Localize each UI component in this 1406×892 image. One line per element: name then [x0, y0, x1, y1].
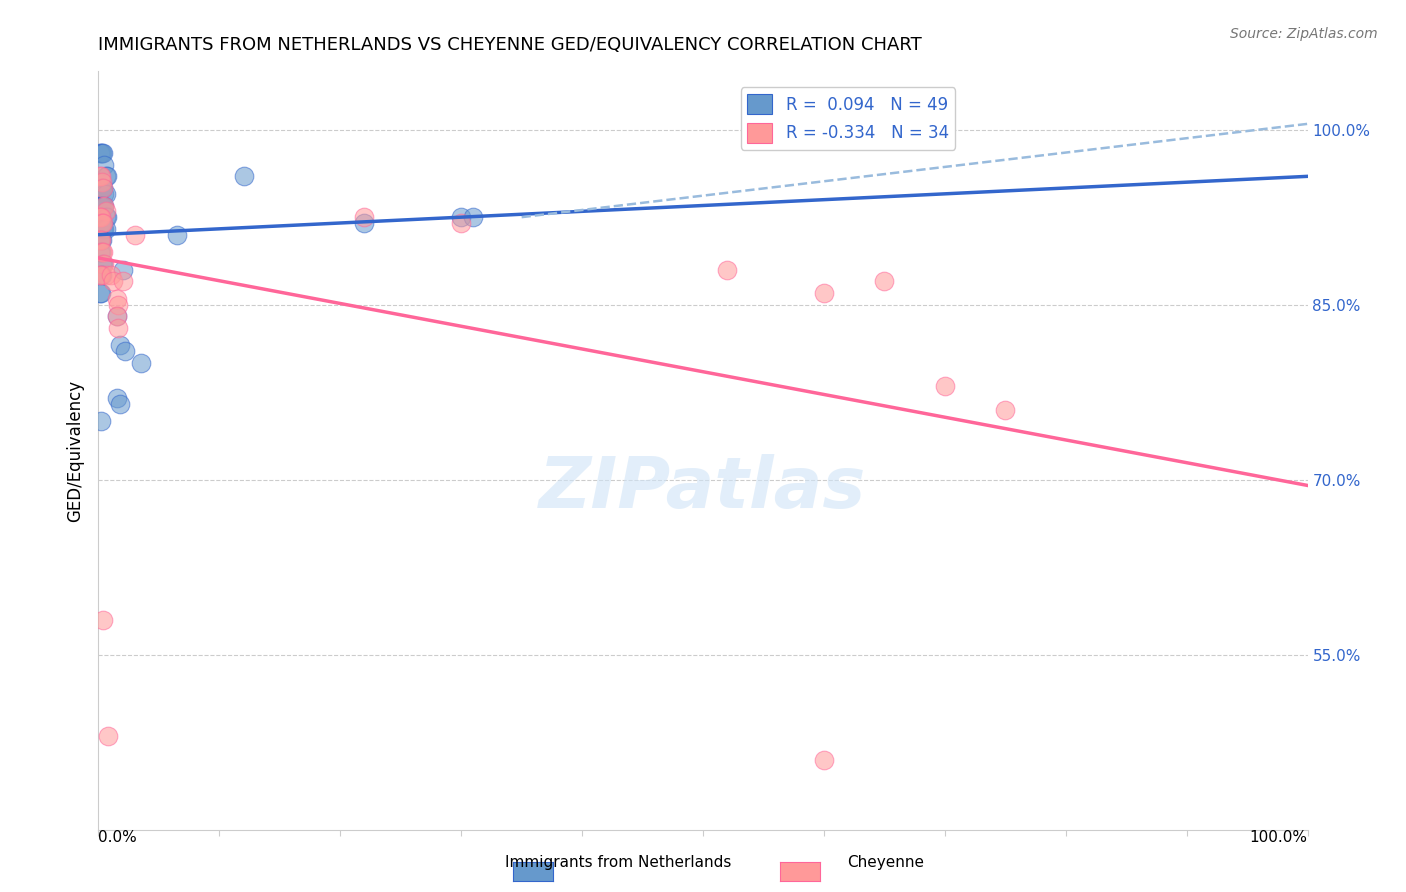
- Point: [97, 729, 120, 743]
- Point: [108, 338, 131, 352]
- Point: [91, 245, 114, 260]
- Point: [93, 186, 115, 201]
- Point: [232, 169, 254, 184]
- Point: [93, 198, 115, 212]
- Point: [94, 268, 117, 283]
- Point: [91, 257, 114, 271]
- Point: [89, 268, 111, 283]
- Point: [111, 262, 134, 277]
- Point: [129, 356, 152, 370]
- Point: [96, 169, 118, 184]
- Point: [91, 613, 114, 627]
- Point: [89, 216, 111, 230]
- Point: [716, 262, 738, 277]
- Point: [91, 181, 114, 195]
- Point: [93, 158, 115, 172]
- Point: [91, 181, 114, 195]
- Point: [353, 216, 375, 230]
- Point: [166, 227, 188, 242]
- Point: [90, 268, 112, 283]
- Point: [463, 210, 485, 224]
- Point: [105, 391, 128, 405]
- Point: [93, 198, 115, 212]
- Point: [90, 234, 112, 248]
- Point: [90, 169, 112, 184]
- Point: [91, 198, 114, 212]
- Point: [91, 234, 114, 248]
- Point: [90, 198, 112, 212]
- Point: [813, 753, 835, 767]
- Point: [90, 181, 112, 195]
- Point: [94, 169, 117, 184]
- Text: IMMIGRANTS FROM NETHERLANDS VS CHEYENNE GED/EQUIVALENCY CORRELATION CHART: IMMIGRANTS FROM NETHERLANDS VS CHEYENNE …: [98, 36, 922, 54]
- Point: [108, 397, 131, 411]
- Point: [90, 234, 112, 248]
- Point: [89, 245, 111, 260]
- Point: [105, 310, 128, 324]
- Text: ZIPatlas: ZIPatlas: [540, 454, 866, 523]
- Point: [89, 234, 111, 248]
- Text: Immigrants from Netherlands: Immigrants from Netherlands: [505, 855, 733, 870]
- Y-axis label: GED/Equivalency: GED/Equivalency: [66, 379, 84, 522]
- Point: [450, 216, 472, 230]
- Point: [94, 210, 117, 224]
- Point: [91, 245, 114, 260]
- Point: [934, 379, 956, 393]
- Point: [100, 268, 122, 283]
- Point: [90, 414, 112, 428]
- Point: [91, 216, 114, 230]
- Text: Cheyenne: Cheyenne: [848, 855, 924, 870]
- Point: [90, 216, 112, 230]
- Point: [94, 186, 117, 201]
- Point: [94, 222, 117, 236]
- Text: Source: ZipAtlas.com: Source: ZipAtlas.com: [1230, 27, 1378, 41]
- Point: [89, 285, 111, 300]
- Point: [873, 274, 896, 288]
- Point: [114, 344, 136, 359]
- Point: [101, 274, 124, 288]
- Point: [450, 210, 472, 224]
- Point: [91, 146, 114, 161]
- Point: [90, 268, 112, 283]
- Point: [91, 175, 114, 189]
- Point: [89, 146, 111, 161]
- Point: [96, 210, 118, 224]
- Point: [91, 198, 114, 212]
- Point: [91, 146, 114, 161]
- Point: [90, 146, 112, 161]
- Point: [90, 210, 112, 224]
- Point: [353, 210, 375, 224]
- Point: [107, 321, 129, 335]
- Point: [91, 257, 114, 271]
- Point: [91, 222, 114, 236]
- Point: [107, 298, 129, 312]
- Point: [111, 274, 134, 288]
- Point: [89, 234, 111, 248]
- Point: [90, 285, 112, 300]
- Point: [91, 181, 114, 195]
- Point: [89, 210, 111, 224]
- Point: [994, 402, 1017, 417]
- Point: [93, 257, 115, 271]
- Point: [89, 198, 111, 212]
- Text: 100.0%: 100.0%: [1250, 830, 1308, 845]
- Point: [105, 310, 128, 324]
- Point: [91, 268, 114, 283]
- Point: [94, 204, 117, 219]
- Text: 0.0%: 0.0%: [98, 830, 138, 845]
- Point: [91, 216, 114, 230]
- Point: [124, 227, 146, 242]
- Point: [89, 169, 111, 184]
- Point: [105, 292, 128, 306]
- Point: [91, 216, 114, 230]
- Point: [93, 222, 115, 236]
- Point: [813, 285, 835, 300]
- Legend: R =  0.094   N = 49, R = -0.334   N = 34: R = 0.094 N = 49, R = -0.334 N = 34: [741, 87, 956, 150]
- Point: [90, 245, 112, 260]
